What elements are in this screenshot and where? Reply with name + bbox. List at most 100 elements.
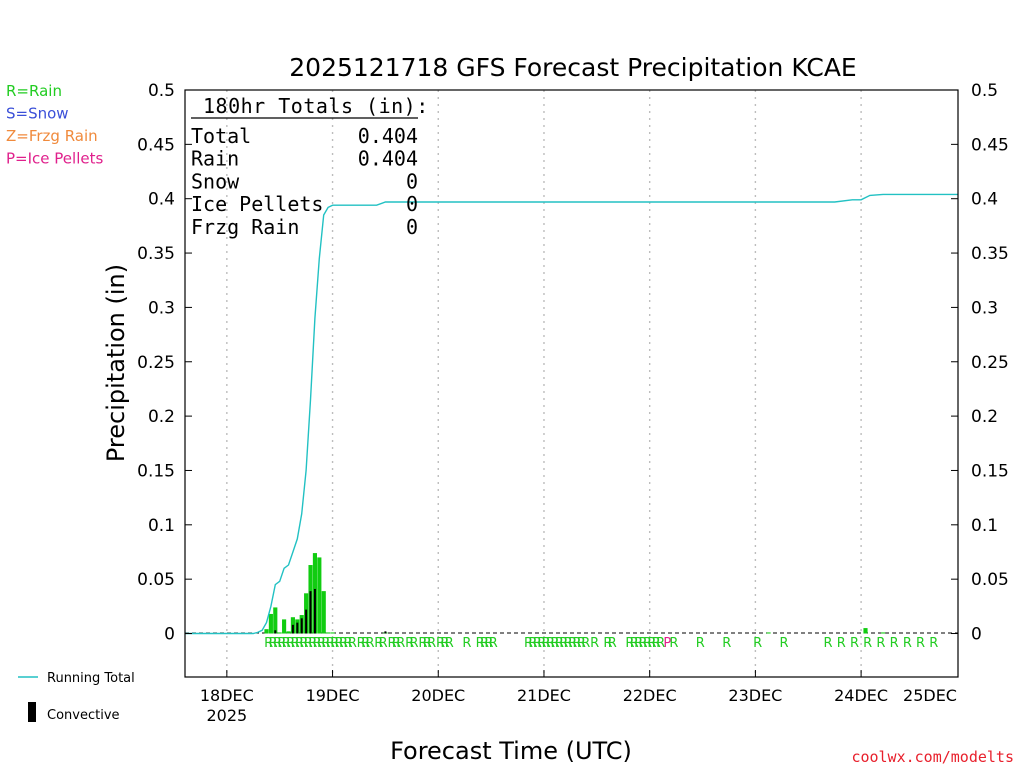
rain-marker-37: R	[476, 636, 485, 651]
precip-bars	[264, 553, 886, 634]
convective-legend: Convective	[28, 702, 120, 723]
rain-marker-13: R	[321, 636, 330, 651]
precip-type-legend: R=Rain S=Snow Z=Frzg Rain P=Ice Pellets	[6, 82, 103, 168]
ytick-right-label-1: 0.45	[971, 135, 1009, 155]
chart-title: 2025121718 GFS Forecast Precipitation KC…	[289, 53, 856, 82]
ytick-left-label-4: 0.3	[148, 298, 175, 318]
rain-marker-1: R	[269, 636, 278, 651]
totals-box: 180hr Totals (in): Total 0.404 Rain 0.404 Sno…	[191, 94, 429, 239]
rain-marker-8: R	[299, 636, 308, 651]
convective-bar-2	[296, 622, 299, 634]
rain-marker-39: R	[484, 636, 493, 651]
ytick-right-label-10: 0	[971, 625, 982, 645]
rain-marker-21: R	[361, 636, 370, 651]
rain-marker-73: R	[850, 636, 859, 651]
rain-marker-5: R	[286, 636, 295, 651]
rain-marker-50: R	[564, 636, 573, 651]
rain-marker-66: R	[669, 636, 678, 651]
rain-marker-43: R	[533, 636, 542, 651]
legend-type-3: P=Ice Pellets	[6, 150, 103, 168]
rain-marker-28: R	[405, 636, 414, 651]
rain-marker-67: R	[696, 636, 705, 651]
totals-value-2: 0	[406, 169, 418, 193]
rain-marker-35: R	[445, 636, 454, 651]
rain-marker-29: R	[410, 636, 419, 651]
rain-marker-25: R	[387, 636, 396, 651]
x-axis-label: Forecast Time (UTC)	[390, 737, 632, 765]
precip-bar-12	[317, 557, 322, 634]
ytick-left-label-2: 0.4	[148, 190, 175, 210]
rain-marker-65: R	[656, 636, 665, 651]
rain-marker-78: R	[916, 636, 925, 651]
precip-bar-2	[273, 607, 278, 634]
rain-marker-12: R	[317, 636, 326, 651]
xtick-sublabel-0: 2025	[206, 706, 247, 725]
convective-bar-4	[305, 609, 308, 634]
precip-bar-14	[326, 632, 331, 634]
credit-text: coolwx.com/modelts	[851, 748, 1014, 766]
ytick-left-label-3: 0.35	[137, 244, 175, 264]
totals-label-3: Ice Pellets	[191, 192, 323, 216]
rain-marker-59: R	[630, 636, 639, 651]
convective-bars	[274, 588, 387, 634]
precip-bar-0	[264, 629, 269, 634]
rain-marker-19: R	[348, 636, 357, 651]
rain-marker-16: R	[335, 636, 344, 651]
rain-marker-10: R	[308, 636, 317, 651]
rain-marker-57: R	[608, 636, 617, 651]
rain-marker-30: R	[418, 636, 427, 651]
xtick-label-0: 18DEC	[200, 686, 254, 705]
rain-marker-6: R	[291, 636, 300, 651]
convective-legend-label: Convective	[47, 708, 120, 723]
xtick-label-6: 24DEC	[834, 686, 888, 705]
rain-marker-44: R	[537, 636, 546, 651]
rain-marker-62: R	[643, 636, 652, 651]
totals-label-1: Rain	[191, 147, 239, 171]
ytick-right-label-4: 0.3	[971, 298, 998, 318]
rain-marker-56: R	[603, 636, 612, 651]
precip-bar-19	[881, 632, 886, 634]
convective-bar-1	[291, 624, 294, 634]
xtick-label-7: 25DEC	[903, 686, 957, 705]
ytick-right-label-2: 0.4	[971, 190, 998, 210]
rain-marker-20: R	[357, 636, 366, 651]
plot-frame	[184, 89, 959, 678]
rain-marker-34: R	[440, 636, 449, 651]
ytick-right-label-3: 0.35	[971, 244, 1009, 264]
totals-header: 180hr Totals (in):	[203, 94, 429, 118]
precip-bar-1	[268, 613, 273, 634]
rain-marker-72: R	[837, 636, 846, 651]
rain-marker-48: R	[555, 636, 564, 651]
rain-marker-45: R	[542, 636, 551, 651]
rain-marker-55: R	[590, 636, 599, 651]
precip-bar-3	[277, 632, 282, 634]
rain-marker-42: R	[528, 636, 537, 651]
running-total-legend: Running Total	[18, 671, 135, 686]
rain-marker-36: R	[462, 636, 471, 651]
rain-marker-31: R	[423, 636, 432, 651]
rain-marker-15: R	[330, 636, 339, 651]
rain-marker-38: R	[480, 636, 489, 651]
rain-marker-63: R	[647, 636, 656, 651]
ytick-left-label-0: 0.5	[148, 81, 175, 101]
convective-bar-3	[300, 618, 303, 634]
rain-marker-14: R	[326, 636, 335, 651]
ytick-left-label-9: 0.05	[137, 570, 175, 590]
rain-marker-61: R	[639, 636, 648, 651]
rain-marker-40: R	[489, 636, 498, 651]
rain-marker-51: R	[568, 636, 577, 651]
ytick-left-label-8: 0.1	[148, 516, 175, 536]
rain-marker-4: R	[282, 636, 291, 651]
totals-label-0: Total	[191, 124, 251, 148]
y-axis-label: Precipitation (in)	[102, 264, 130, 462]
rain-marker-49: R	[559, 636, 568, 651]
ytick-left-label-5: 0.25	[137, 353, 175, 373]
grid-lines	[226, 90, 862, 677]
rain-marker-54: R	[581, 636, 590, 651]
legend-type-1: S=Snow	[6, 105, 69, 123]
rain-marker-79: R	[929, 636, 938, 651]
rain-marker-46: R	[546, 636, 555, 651]
rain-marker-75: R	[876, 636, 885, 651]
